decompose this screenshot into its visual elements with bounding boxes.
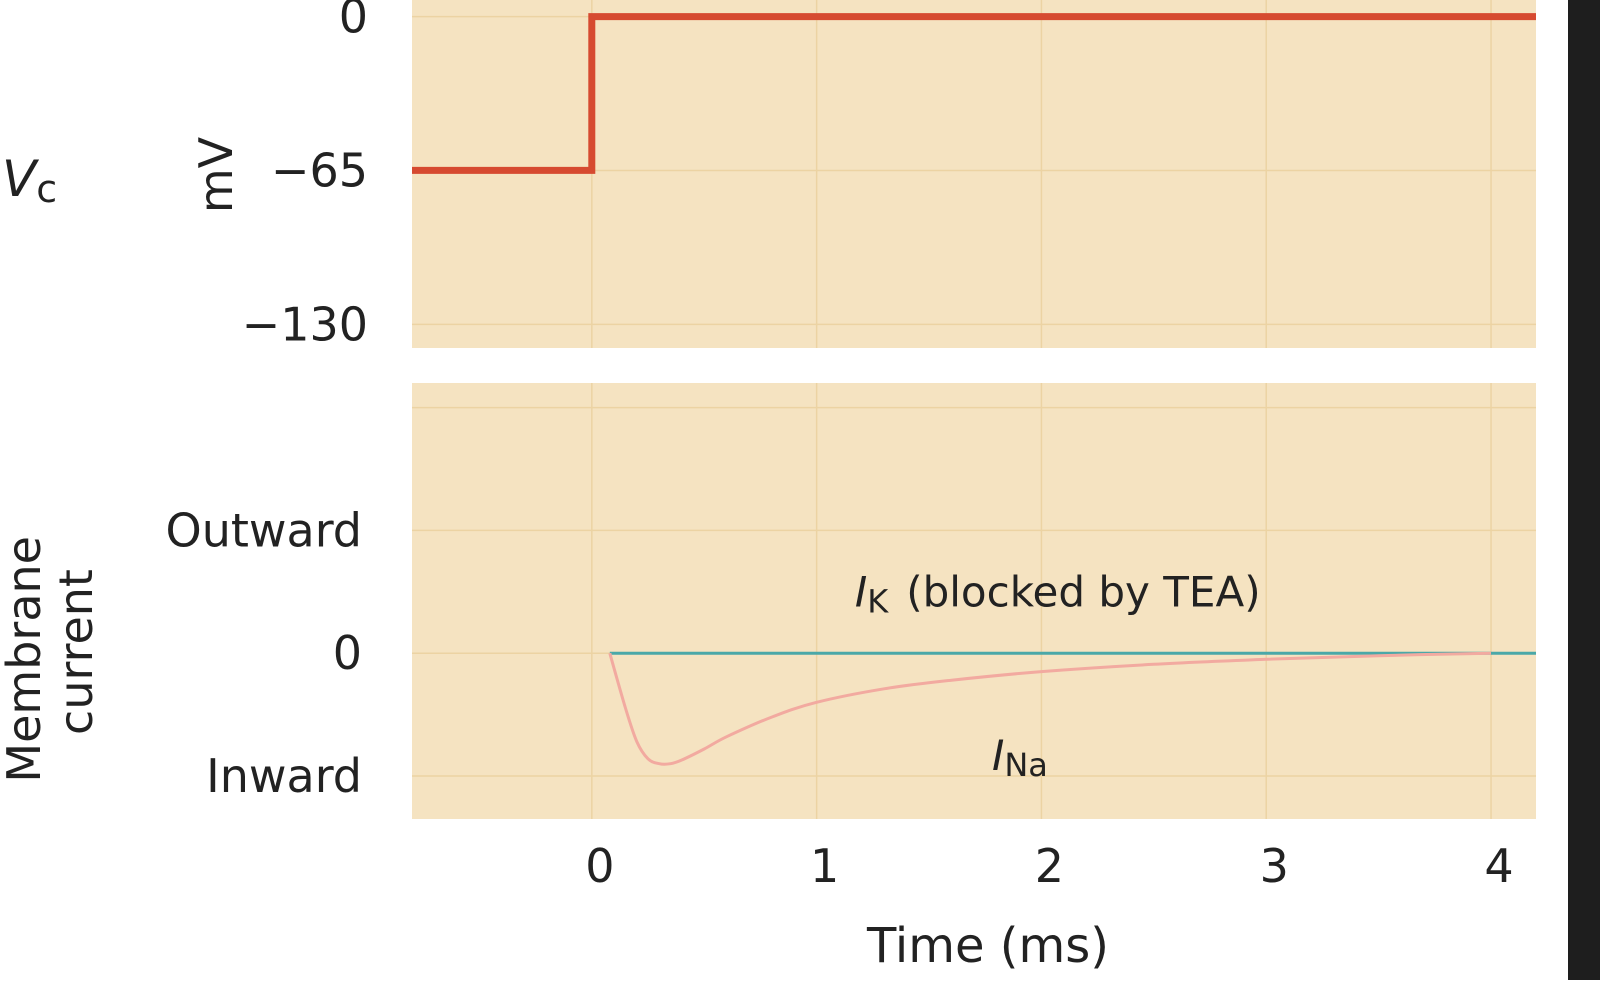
time-tick-label: 1	[810, 839, 839, 893]
current-y-tick-labels: Outward 0 Inward	[165, 503, 362, 803]
current-ylabel: Membrane current	[0, 521, 103, 782]
time-axis-label: Time (ms)	[866, 918, 1109, 974]
time-tick-label: 2	[1035, 839, 1064, 893]
voltage-row-label-main: V	[2, 150, 40, 208]
time-tick-label: 4	[1484, 839, 1513, 893]
time-tick-label: 3	[1260, 839, 1289, 893]
voltage-tick-label: −65	[271, 143, 368, 197]
ik-label-main: I	[855, 568, 867, 617]
ina-label-main: I	[992, 731, 1004, 780]
time-tick-label: 0	[585, 839, 614, 893]
voltage-ylabel: mV	[189, 136, 243, 213]
time-tick-labels: 0 1 2 3 4	[585, 839, 1513, 893]
current-tick-label: Outward	[165, 503, 362, 557]
voltage-tick-label: 0	[339, 0, 368, 44]
current-tick-label: 0	[333, 626, 362, 680]
voltage-row-label-sub: c	[36, 167, 57, 211]
current-ylabel-line-2: current	[49, 569, 103, 735]
voltage-tick-label: −130	[242, 297, 368, 351]
voltage-row-label: Vc	[2, 150, 57, 211]
voltage-panel: 0 −65 −130 Vc mV	[2, 0, 1536, 351]
voltage-tick-labels: 0 −65 −130	[242, 0, 368, 351]
current-ylabel-line-1: Membrane	[0, 536, 51, 783]
right-edge-strip	[1568, 0, 1600, 980]
ik-series-label: IK (blocked by TEA)	[855, 568, 1261, 621]
ina-label-sub: Na	[1004, 746, 1048, 784]
current-tick-label: Inward	[206, 749, 362, 803]
ik-label-sub: K	[867, 583, 889, 621]
voltage-plot-background	[412, 0, 1536, 348]
ik-label-suffix: (blocked by TEA)	[906, 568, 1260, 617]
